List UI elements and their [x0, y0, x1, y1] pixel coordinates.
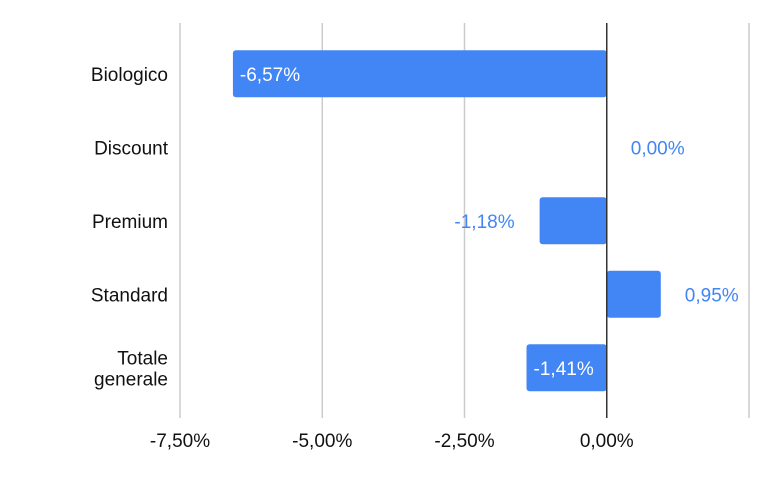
x-tick-label: -7,50% — [150, 431, 210, 452]
data-label: -1,41% — [534, 359, 594, 380]
bars — [232, 50, 661, 392]
category-label: Biologico — [91, 65, 168, 86]
data-label: 0,00% — [631, 138, 685, 159]
category-label: Standard — [91, 285, 168, 306]
x-tick-label: -5,00% — [292, 431, 352, 452]
category-label-line: Premium — [92, 212, 168, 233]
category-label-line: Biologico — [91, 65, 168, 86]
bar-standard — [606, 270, 661, 318]
category-label-line: generale — [94, 369, 168, 390]
category-label: Discount — [94, 138, 169, 159]
data-label: -6,57% — [240, 65, 300, 86]
data-label: 0,95% — [685, 285, 739, 306]
x-axis-tick-labels: -7,50% -5,00% -2,50% 0,00% — [150, 431, 634, 452]
category-label-line: Standard — [91, 285, 168, 306]
category-label-line: Discount — [94, 138, 169, 159]
category-label-line: Totale — [117, 348, 168, 369]
category-label: Totale generale — [94, 348, 168, 390]
bar-biologico — [232, 50, 607, 98]
bar-totale-generale — [526, 344, 607, 392]
x-tick-label: -2,50% — [434, 431, 494, 452]
data-labels: -6,57% 0,00% -1,18% 0,95% -1,41% — [240, 65, 739, 380]
category-labels: Biologico Discount Premium Standard Totale ge… — [91, 65, 169, 391]
bar-premium — [539, 197, 607, 245]
data-label: -1,18% — [454, 212, 514, 233]
x-tick-label: 0,00% — [580, 431, 634, 452]
category-label: Premium — [92, 212, 168, 233]
